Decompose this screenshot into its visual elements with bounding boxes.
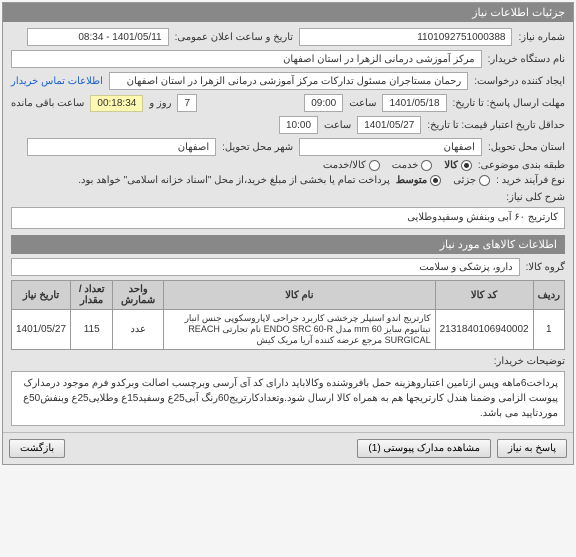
- group-value: دارو، پزشکی و سلامت: [11, 258, 520, 276]
- province-value: اصفهان: [299, 138, 482, 156]
- need-no-label: شماره نیاز:: [518, 32, 565, 43]
- classification-option-label: کالا/خدمت: [323, 160, 366, 171]
- remaining-label: ساعت باقی مانده: [11, 98, 84, 109]
- contact-link[interactable]: اطلاعات تماس خریدار: [11, 76, 103, 87]
- attachments-button[interactable]: مشاهده مدارک پیوستی (1): [357, 439, 491, 458]
- radio-icon: [430, 175, 441, 186]
- buyer-notes-label: توضیحات خریدار:: [494, 356, 565, 367]
- items-section-title: اطلاعات کالاهای مورد نیاز: [11, 235, 565, 254]
- table-cell: عدد: [113, 310, 164, 350]
- days-label: روز و: [149, 98, 171, 109]
- countdown-value: 00:18:34: [90, 95, 143, 112]
- deadline-date: 1401/05/18: [382, 94, 446, 112]
- announce-value: 1401/05/11 - 08:34: [27, 28, 168, 46]
- validity-label: حداقل تاریخ اعتبار قیمت: تا تاریخ:: [427, 120, 565, 131]
- table-header: نام کالا: [164, 281, 436, 310]
- table-header: کد کالا: [435, 281, 533, 310]
- city-value: اصفهان: [27, 138, 216, 156]
- need-desc-label: شرح کلی نیاز:: [506, 192, 565, 203]
- table-row: 12131840106940002کارتریج اندو استپلر چرخ…: [12, 310, 565, 350]
- purchase-type-option[interactable]: متوسط: [396, 175, 441, 186]
- purchase-note: پرداخت تمام یا بخشی از مبلغ خرید،از محل …: [11, 175, 390, 186]
- radio-icon: [461, 160, 472, 171]
- classification-group: کالا خدمت کالا/خدمت: [323, 160, 472, 171]
- days-value: 7: [177, 94, 197, 112]
- deadline-label: مهلت ارسال پاسخ: تا تاریخ:: [453, 98, 565, 109]
- requester-value: رحمان مستاجران مسئول تدارکات مرکز آموزشی…: [109, 72, 468, 90]
- classification-option[interactable]: کالا/خدمت: [323, 160, 380, 171]
- need-no-value: 1101092751000388: [299, 28, 512, 46]
- classification-option[interactable]: کالا: [444, 160, 472, 171]
- back-button[interactable]: بازگشت: [9, 439, 65, 458]
- deadline-time-label: ساعت: [349, 98, 376, 109]
- table-cell: 115: [71, 310, 113, 350]
- table-cell: 1: [533, 310, 564, 350]
- purchase-type-option-label: متوسط: [396, 175, 427, 186]
- purchase-type-option[interactable]: جزئی: [453, 175, 490, 186]
- classification-option[interactable]: خدمت: [392, 160, 433, 171]
- validity-date: 1401/05/27: [357, 116, 421, 134]
- group-label: گروه کالا:: [526, 262, 565, 273]
- purchase-type-option-label: جزئی: [453, 175, 476, 186]
- table-cell: 1401/05/27: [12, 310, 71, 350]
- classification-option-label: خدمت: [392, 160, 419, 171]
- buyer-label: نام دستگاه خریدار:: [488, 54, 565, 65]
- reply-button[interactable]: پاسخ به نیاز: [497, 439, 567, 458]
- announce-label: تاریخ و ساعت اعلان عمومی:: [175, 32, 294, 43]
- radio-icon: [479, 175, 490, 186]
- table-cell: کارتریج اندو استپلر چرخشی کاربرد جراحی ل…: [164, 310, 436, 350]
- classification-option-label: کالا: [444, 160, 458, 171]
- panel-title: جزئیات اطلاعات نیاز: [3, 3, 573, 22]
- classification-label: طبقه بندی موضوعی:: [478, 160, 565, 171]
- province-label: استان محل تحویل:: [488, 142, 565, 153]
- city-label: شهر محل تحویل:: [222, 142, 293, 153]
- table-header: تعداد / مقدار: [71, 281, 113, 310]
- validity-time: 10:00: [279, 116, 318, 134]
- buyer-notes-text: پرداخت6ماهه وپس ازتامین اعتباروهزینه حمل…: [11, 371, 565, 426]
- buyer-value: مرکز آموزشی درمانی الزهرا در استان اصفها…: [11, 50, 482, 68]
- radio-icon: [369, 160, 380, 171]
- requester-label: ایجاد کننده درخواست:: [474, 76, 565, 87]
- validity-time-label: ساعت: [324, 120, 351, 131]
- table-cell: 2131840106940002: [435, 310, 533, 350]
- radio-icon: [421, 160, 432, 171]
- table-header: ردیف: [533, 281, 564, 310]
- deadline-time: 09:00: [304, 94, 343, 112]
- table-header: واحد شمارش: [113, 281, 164, 310]
- purchase-type-label: نوع فرآیند خرید :: [496, 175, 565, 186]
- table-header: تاریخ نیاز: [12, 281, 71, 310]
- need-desc-text: کارتریج ۶۰ آبی وبنفش وسفیدوطلایی: [11, 207, 565, 229]
- items-table: ردیفکد کالانام کالاواحد شمارشتعداد / مقد…: [11, 280, 565, 350]
- purchase-type-group: جزئی متوسط: [396, 175, 490, 186]
